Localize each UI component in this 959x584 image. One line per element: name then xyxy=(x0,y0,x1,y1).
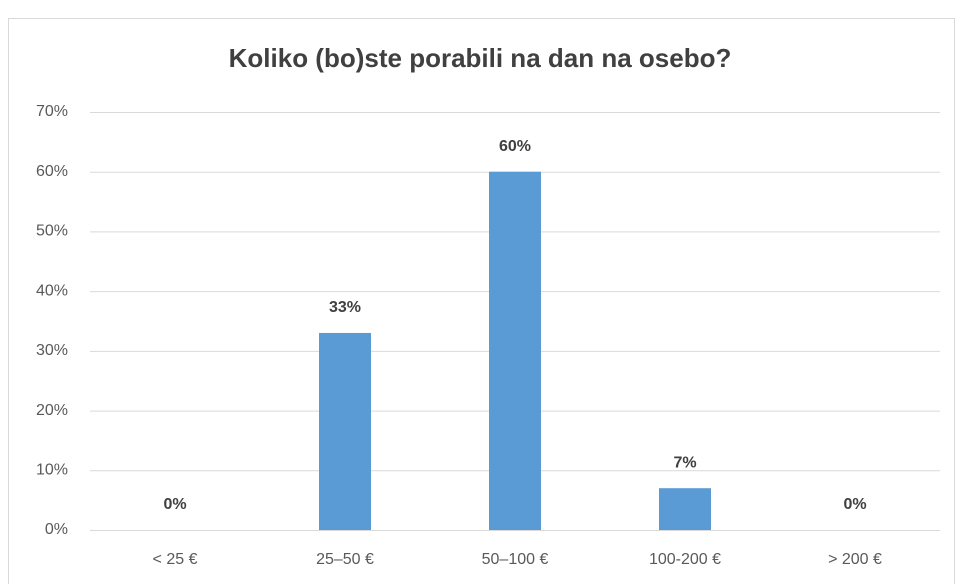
y-tick-label: 70% xyxy=(36,103,68,120)
y-tick-label: 0% xyxy=(45,521,68,538)
bar xyxy=(319,332,371,530)
x-tick-label: > 200 € xyxy=(828,551,882,568)
data-label: 0% xyxy=(163,496,186,513)
y-tick-label: 20% xyxy=(36,402,68,419)
y-tick-label: 10% xyxy=(36,462,68,479)
x-tick-label: 25–50 € xyxy=(316,551,374,568)
data-label: 60% xyxy=(499,138,531,155)
chart-title: Koliko (bo)ste porabili na dan na osebo? xyxy=(229,43,732,73)
y-tick-label: 30% xyxy=(36,342,68,359)
bar xyxy=(489,171,541,530)
x-tick-label: 50–100 € xyxy=(482,551,549,568)
data-label: 0% xyxy=(843,496,866,513)
chart-frame xyxy=(8,18,955,584)
bar xyxy=(659,488,711,530)
y-tick-label: 60% xyxy=(36,163,68,180)
y-tick-label: 50% xyxy=(36,223,68,240)
y-tick-label: 40% xyxy=(36,282,68,299)
x-tick-label: 100-200 € xyxy=(649,551,721,568)
x-tick-label: < 25 € xyxy=(153,551,198,568)
data-label: 7% xyxy=(673,454,696,471)
data-label: 33% xyxy=(329,299,361,316)
